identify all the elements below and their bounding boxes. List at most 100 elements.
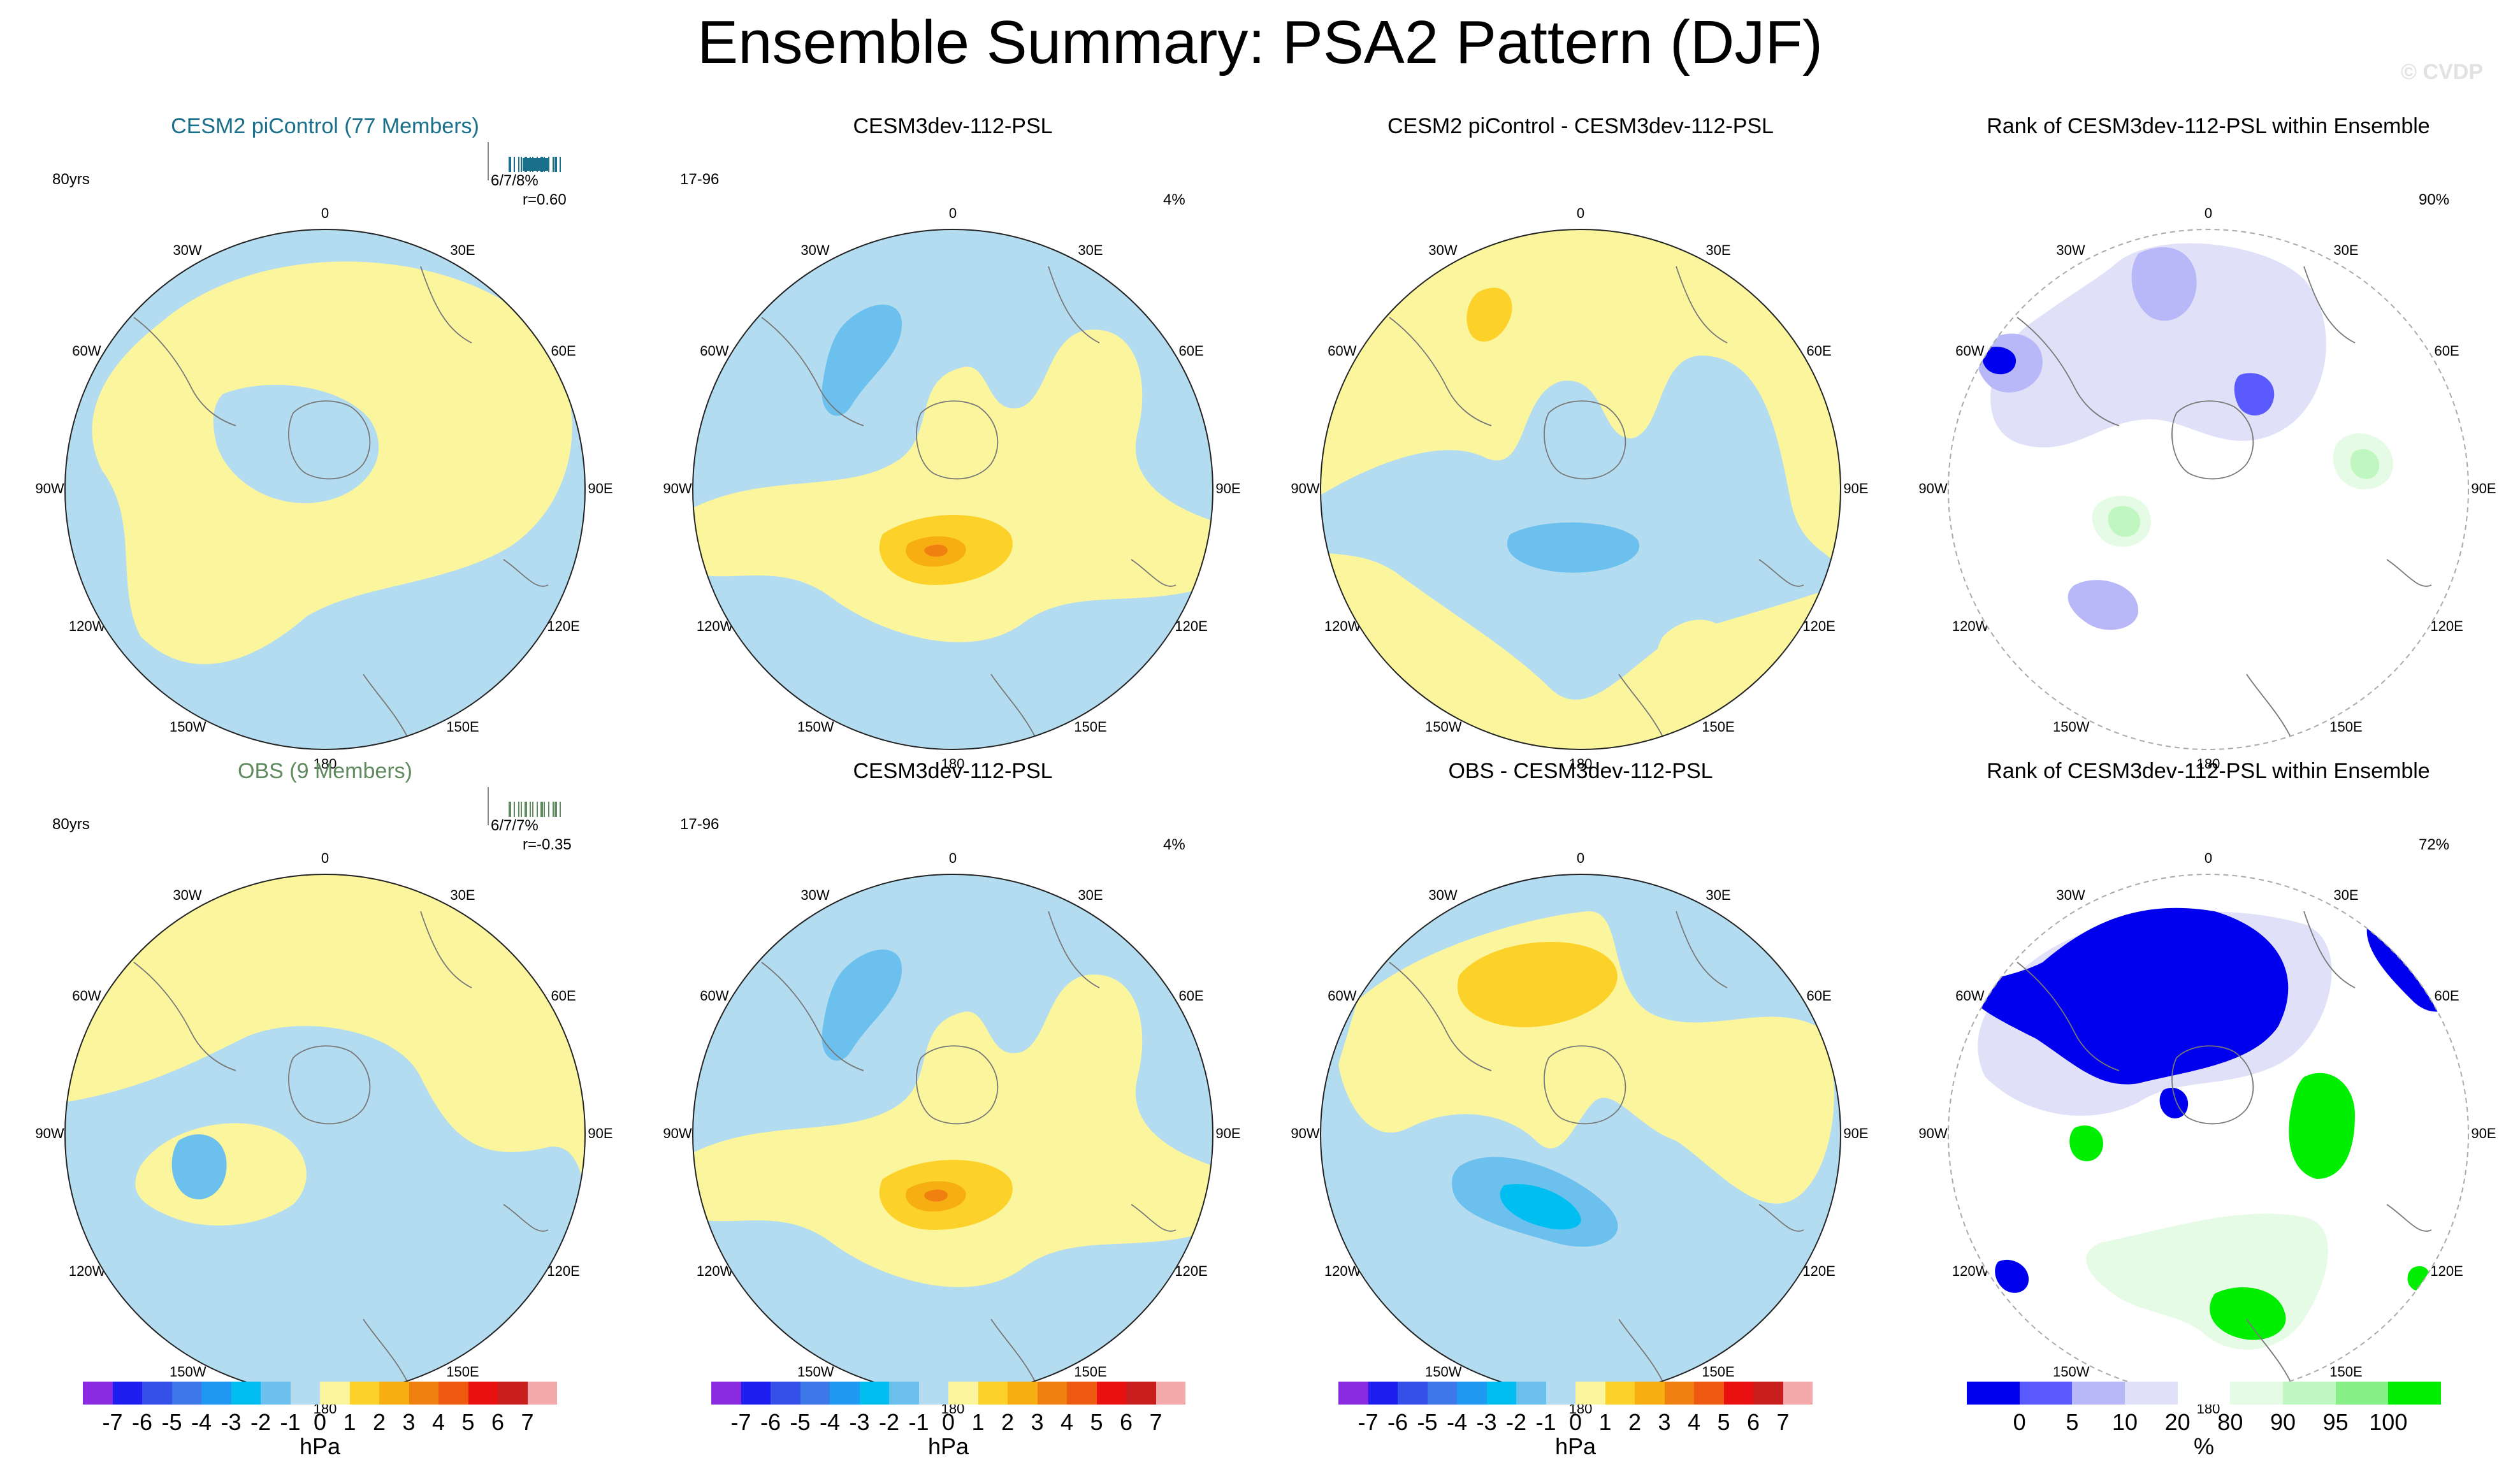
colorbar-tick-label: -6 — [1387, 1409, 1408, 1435]
colorbar-swatch — [201, 1382, 231, 1405]
colorbar-swatch — [1427, 1382, 1457, 1405]
colorbar-tick-label: -3 — [221, 1409, 242, 1435]
colorbar-tick-label: -6 — [131, 1409, 153, 1435]
colorbar-swatch — [1753, 1382, 1783, 1405]
colorbar-tick-label: 90 — [2270, 1409, 2296, 1435]
colorbar-tick-label: 3 — [402, 1409, 416, 1435]
colorbar-swatches — [1338, 1382, 1813, 1405]
longitude-label-e30: 30E — [2333, 242, 2359, 258]
panel-title: OBS - CESM3dev-112-PSL — [1448, 759, 1713, 783]
polar-map — [1319, 873, 1842, 1396]
colorbar-tick-label: -4 — [819, 1409, 841, 1435]
longitude-label-w120: 120W — [1324, 1263, 1361, 1279]
ensemble-spread-sparkline — [488, 142, 561, 180]
panel-title: OBS (9 Members) — [238, 759, 412, 783]
colorbar-swatch — [231, 1382, 261, 1405]
colorbar-swatch — [112, 1382, 142, 1405]
map-panel-p12: CESM3dev-112-PSL 17-96 4% 0 30E 60E 90E 120E 150… — [647, 113, 1259, 772]
colorbar-tick-label: 0 — [2013, 1409, 2026, 1435]
colorbar-swatch — [1155, 1382, 1185, 1405]
colorbar-swatches — [1967, 1382, 2441, 1405]
map-panel-p11: CESM2 piControl (77 Members) 80yrs 6/7/8% r… — [19, 113, 631, 772]
longitude-label-e150: 150E — [446, 719, 479, 735]
colorbar-tick-label: -5 — [790, 1409, 811, 1435]
longitude-label-w60: 60W — [72, 343, 101, 359]
colorbar-swatch — [2230, 1382, 2283, 1405]
colorbar-tick-label: -4 — [191, 1409, 212, 1435]
period-label: 17-96 — [680, 171, 720, 188]
longitude-label-e150: 150E — [2329, 719, 2363, 735]
longitude-label-w60: 60W — [1328, 343, 1357, 359]
longitude-label-w120: 120W — [1952, 1263, 1989, 1279]
contour-region — [693, 974, 1213, 1287]
colorbar-tick-label: 6 — [491, 1409, 505, 1435]
colorbar-tick-label: 5 — [1717, 1409, 1730, 1435]
longitude-label-e120: 120E — [1175, 1263, 1208, 1279]
colorbar-unit: hPa — [1554, 1433, 1597, 1459]
colorbar-tick-label: 3 — [1031, 1409, 1044, 1435]
colorbar-unit: hPa — [299, 1433, 341, 1459]
period-label: 17-96 — [680, 816, 720, 833]
colorbar-swatch — [1067, 1382, 1097, 1405]
longitude-label-e30: 30E — [1705, 886, 1731, 903]
longitude-label-w150: 150W — [170, 719, 206, 735]
colorbar-swatch — [171, 1382, 201, 1405]
longitude-label-e90: 90E — [1215, 1125, 1241, 1141]
colorbar-swatch — [1008, 1382, 1038, 1405]
longitude-label-e60: 60E — [2434, 343, 2459, 359]
contour-region — [822, 950, 902, 1061]
colorbar-swatch — [2124, 1382, 2178, 1405]
colorbar-swatch — [2072, 1382, 2125, 1405]
colorbar-swatch — [800, 1382, 830, 1405]
colorbar-swatch — [948, 1382, 978, 1405]
panel-title: CESM3dev-112-PSL — [853, 759, 1053, 783]
colorbar-unit: hPa — [927, 1433, 969, 1459]
colorbar-swatch — [498, 1382, 528, 1405]
longitude-label-w120: 120W — [696, 618, 734, 634]
colorbar-tick-label: 7 — [1149, 1409, 1162, 1435]
copyright-watermark: © CVDP — [2401, 60, 2483, 84]
contour-region — [1656, 619, 1727, 682]
longitude-label-w150: 150W — [170, 1364, 206, 1380]
longitude-label-e150: 150E — [446, 1364, 479, 1380]
colorbar-tick-label: 0 — [313, 1409, 327, 1435]
colorbar-tick-label: -5 — [1417, 1409, 1438, 1435]
contour-region — [65, 1026, 585, 1394]
longitude-label-e30: 30E — [450, 886, 475, 903]
figure-title: Ensemble Summary: PSA2 Pattern (DJF) — [697, 8, 1823, 76]
colorbar-swatch — [1037, 1382, 1067, 1405]
longitude-label-e150: 150E — [2329, 1364, 2363, 1380]
polar-map — [1947, 228, 2470, 751]
colorbar-tick-label: 1 — [343, 1409, 356, 1435]
colorbar-swatch — [142, 1382, 172, 1405]
longitude-label-w30: 30W — [2056, 242, 2085, 258]
longitude-label-e90: 90E — [588, 1125, 613, 1141]
colorbar-tick-label: 6 — [1746, 1409, 1760, 1435]
colorbar-tick-label: 10 — [2111, 1409, 2138, 1435]
longitude-label-w90: 90W — [1918, 1125, 1948, 1141]
colorbar-tick-label: 0 — [941, 1409, 955, 1435]
polar-map — [64, 873, 586, 1396]
variance-label: 4% — [1163, 836, 1185, 853]
colorbar-swatch — [438, 1382, 468, 1405]
longitude-label-top: 0 — [948, 205, 957, 221]
longitude-label-e120: 120E — [2430, 1263, 2463, 1279]
colorbar-swatch — [527, 1382, 557, 1405]
colorbar-swatches — [711, 1382, 1185, 1405]
colorbar-swatch — [468, 1382, 498, 1405]
colorbar-tick-label: -2 — [250, 1409, 272, 1435]
longitude-label-e120: 120E — [1802, 1263, 1836, 1279]
ensemble-spread-sparkline — [488, 787, 561, 825]
longitude-label-w90: 90W — [35, 1125, 64, 1141]
colorbar-swatch — [1486, 1382, 1516, 1405]
colorbar-tick-label: -2 — [878, 1409, 900, 1435]
longitude-label-w90: 90W — [1291, 1125, 1320, 1141]
colorbar-swatch — [2335, 1382, 2389, 1405]
longitude-label-e120: 120E — [547, 618, 580, 634]
colorbar-swatch — [1516, 1382, 1546, 1405]
contour-region — [924, 544, 948, 557]
colorbar-swatch — [771, 1382, 800, 1405]
longitude-label-e90: 90E — [1843, 1125, 1869, 1141]
colorbar-tick-label: 0 — [1568, 1409, 1582, 1435]
map-panel-p21: OBS (9 Members) 80yrs 6/7/7% r=-0.35 0 30E 60E… — [19, 758, 631, 1417]
